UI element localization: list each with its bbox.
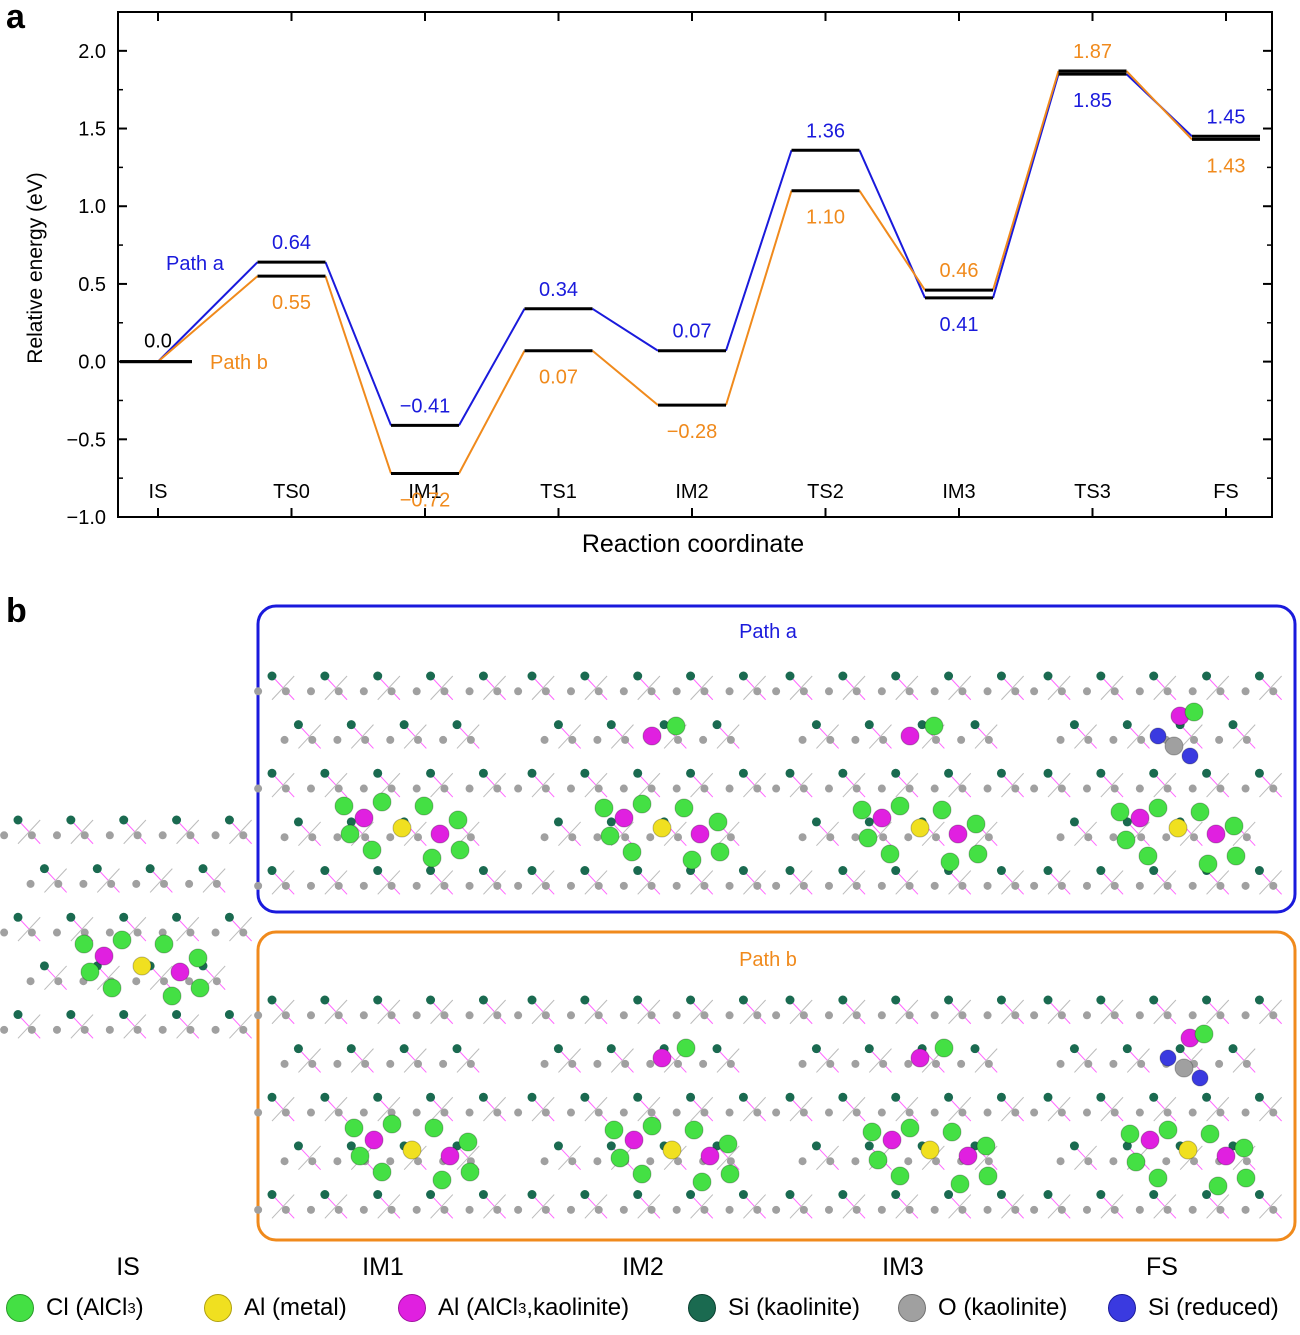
path-a-box [256, 604, 1297, 914]
si-reduced-atom-icon [1108, 1294, 1136, 1322]
panel-b-label: b [6, 592, 27, 630]
data-label-path-b: −0.28 [667, 421, 718, 443]
data-label-path-b: 0.46 [940, 260, 979, 282]
legend-after: ) [135, 1294, 144, 1321]
legend-item-si-kaolinite: Si (kaolinite) [688, 1294, 860, 1322]
data-label-path-a: 1.85 [1073, 90, 1112, 112]
structure-path-b-3 [772, 995, 1024, 1219]
structure-path-b-4 [1030, 995, 1282, 1219]
caption-im1: IM1 [362, 1253, 404, 1281]
data-label-path-a: −0.41 [400, 395, 451, 417]
structure-is [0, 815, 252, 1039]
category-label-fs: FS [1213, 481, 1239, 503]
structure-path-a-1 [254, 671, 506, 895]
structure-path-b-2 [514, 995, 766, 1219]
data-label-path-a: 0.41 [940, 314, 979, 336]
y-tick-label: 1.0 [78, 196, 106, 218]
data-label-path-b: 0.07 [539, 367, 578, 389]
category-label-ts0: TS0 [273, 481, 310, 503]
data-label-path-a: 0.07 [673, 321, 712, 343]
legend-item-si-reduced: Si (reduced) [1108, 1294, 1279, 1322]
data-label-path-a: 0.34 [539, 279, 578, 301]
structure-path-a-3 [772, 671, 1024, 895]
legend-label: Cl (AlCl [46, 1294, 128, 1321]
caption-im2: IM2 [622, 1253, 664, 1281]
molecular-structures [0, 671, 1282, 1219]
legend-item-cl: Cl (AlCl 3) [6, 1294, 144, 1322]
data-label-path-b: 1.43 [1207, 155, 1246, 177]
category-label-ts3: TS3 [1074, 481, 1111, 503]
data-label-path-b: −0.72 [400, 489, 451, 511]
data-label-path-a: 0.64 [272, 232, 311, 254]
category-label-is: IS [149, 481, 168, 503]
structure-path-a-4 [1030, 671, 1282, 895]
legend-sub: 3 [518, 1299, 527, 1317]
legend-item-al-metal: Al (metal) [204, 1294, 347, 1322]
plot-frame [117, 11, 1273, 518]
data-label-path-b: 1.10 [806, 207, 845, 229]
legend-label: Si (reduced) [1148, 1294, 1279, 1321]
category-label-im3: IM3 [942, 481, 975, 503]
si-kaolinite-atom-icon [688, 1294, 716, 1322]
legend-label: Al (metal) [244, 1294, 347, 1321]
data-label-path-b: 1.87 [1073, 41, 1112, 63]
data-label-path-a: 1.45 [1207, 106, 1246, 128]
cl-atom-icon [6, 1294, 34, 1322]
series-line-path-b [157, 70, 1193, 474]
al-alcl3-atom-icon [398, 1294, 426, 1322]
y-tick-label: 2.0 [78, 41, 106, 63]
legend-after: ,kaolinite) [526, 1294, 630, 1321]
chart-series: 0.0 0.64 0.55 −0.41 −0.72 0.34 0.07 0.07 −0.28 1.… [120, 41, 1260, 511]
category-label-ts2: TS2 [807, 481, 844, 503]
data-label-is: 0.0 [144, 331, 172, 353]
legend-label: Si (kaolinite) [728, 1294, 861, 1321]
structure-path-b-1 [254, 995, 506, 1219]
o-kaolinite-atom-icon [898, 1294, 926, 1322]
y-tick-label: 0.0 [78, 352, 106, 374]
path-b-box [256, 930, 1297, 1242]
y-tick-label: 0.5 [78, 274, 106, 296]
path-b-title: Path b [739, 949, 797, 971]
y-tick-label: −0.5 [67, 429, 106, 451]
caption-is: IS [116, 1253, 140, 1281]
panel-a-label: a [6, 0, 26, 36]
legend-item-o-kaolinite: O (kaolinite) [898, 1294, 1067, 1322]
y-axis-label: Relative energy (eV) [24, 172, 47, 363]
caption-fs: FS [1146, 1253, 1178, 1281]
legend-label: Al (AlCl [438, 1294, 519, 1321]
al-metal-atom-icon [204, 1294, 232, 1322]
atom-legend: Cl (AlCl 3) Al (metal) Al (AlCl 3 ,kaolinit… [0, 1294, 1300, 1334]
category-label-ts1: TS1 [540, 481, 577, 503]
path-a-title: Path a [739, 621, 798, 643]
legend-label: O (kaolinite) [938, 1294, 1068, 1321]
y-tick-label: 1.5 [78, 119, 106, 141]
caption-im3: IM3 [882, 1253, 924, 1281]
x-axis-label: Reaction coordinate [582, 530, 804, 558]
series-name-path-a: Path a [166, 253, 225, 275]
category-label-im1: IM1 [408, 481, 441, 503]
data-label-path-b: 0.55 [272, 292, 311, 314]
chart-axes: 2.0 1.5 1.0 0.5 0.0 −0.5 −1.0 IS TS0 IM1 TS1 IM2 TS2… [67, 11, 1273, 529]
y-tick-label: −1.0 [67, 507, 106, 529]
structure-path-a-2 [514, 671, 766, 895]
category-label-im2: IM2 [675, 481, 708, 503]
energy-profile-chart: a 2.0 1.5 1.0 0.5 0.0 −0.5 −1.0 IS TS0 IM1 TS1 IM2 T… [0, 0, 1297, 1281]
legend-item-al-alcl3: Al (AlCl 3 ,kaolinite) [398, 1294, 629, 1322]
series-line-path-a [157, 73, 1193, 426]
data-label-path-a: 1.36 [806, 120, 845, 142]
series-name-path-b: Path b [210, 352, 268, 374]
legend-sub: 3 [127, 1299, 136, 1317]
